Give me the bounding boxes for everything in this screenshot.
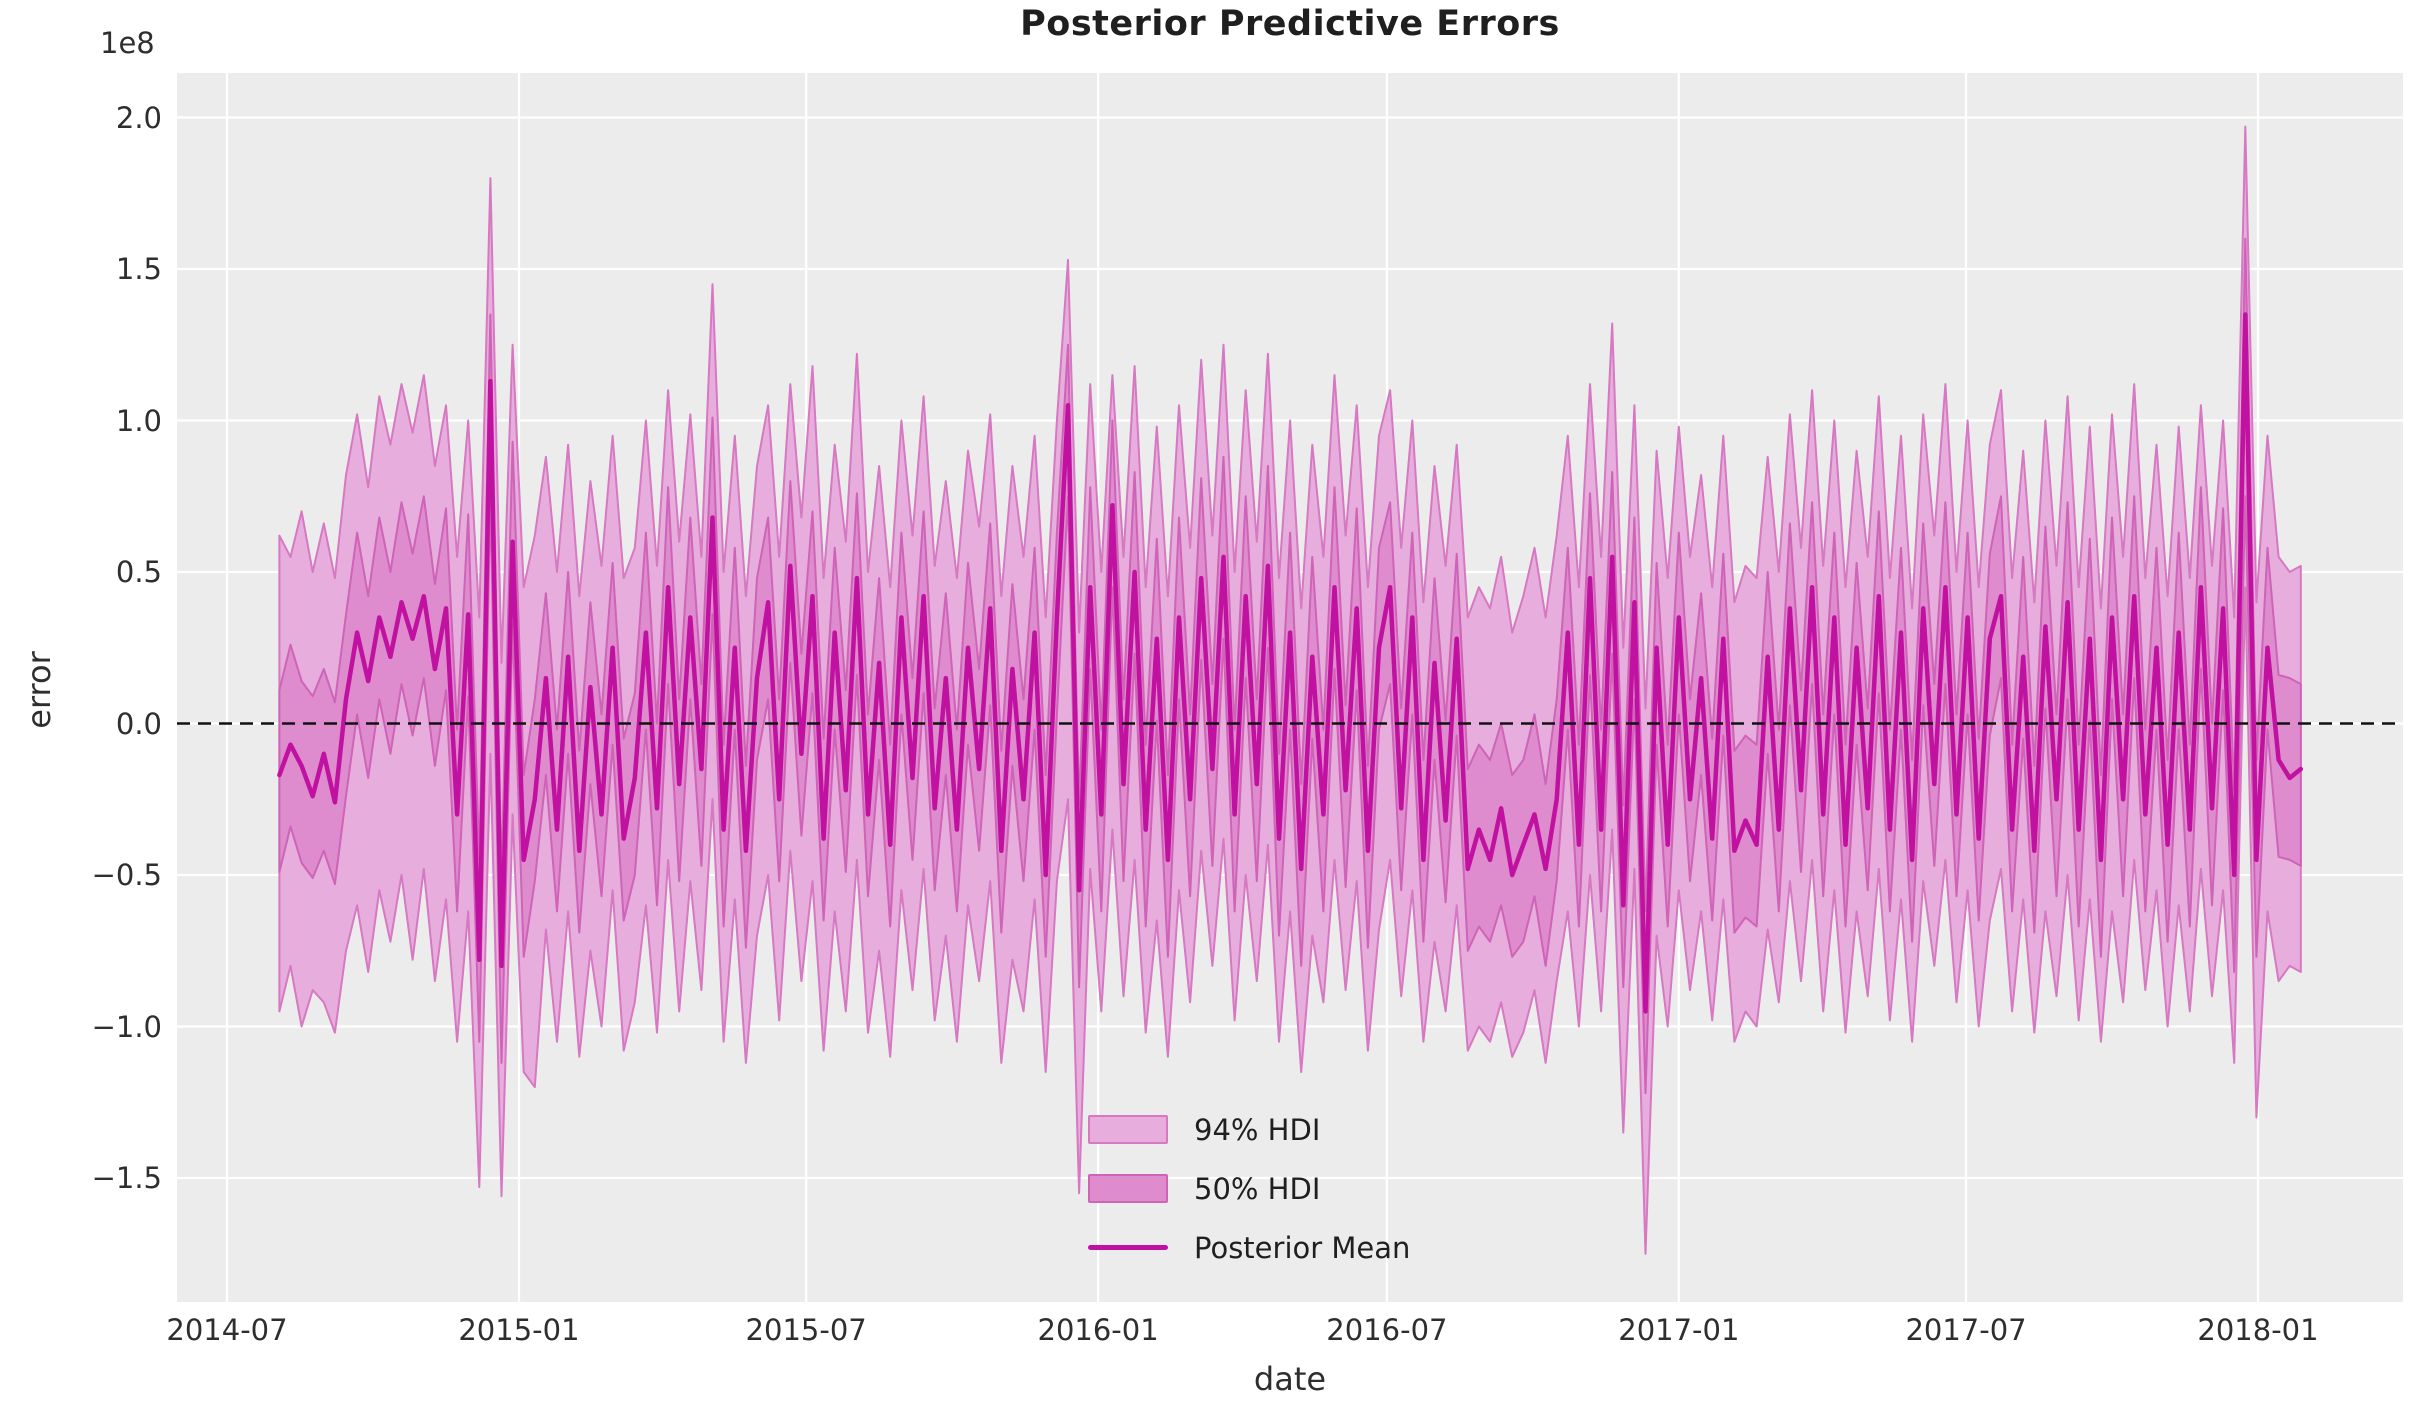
y-tick-label: −1.0	[91, 1009, 162, 1044]
x-tick-label: 2017-01	[1618, 1313, 1740, 1347]
x-tick-label: 2016-07	[1326, 1313, 1448, 1347]
legend-item-50-hdi: 50% HDI	[1088, 1159, 1410, 1218]
x-tick-label: 2015-07	[745, 1313, 867, 1347]
y-axis-offset-label: 1e8	[100, 26, 155, 60]
y-tick-label: −0.5	[91, 858, 162, 892]
legend-item-94-hdi: 94% HDI	[1088, 1100, 1410, 1159]
legend-item-posterior-mean: Posterior Mean	[1088, 1218, 1410, 1277]
legend-label-94-hdi: 94% HDI	[1194, 1112, 1321, 1147]
posterior-mean-line	[277, 312, 2304, 1014]
legend: 94% HDI 50% HDI Posterior Mean	[1088, 1100, 1410, 1277]
x-tick-label: 2018-01	[2197, 1313, 2319, 1347]
y-tick-label: 0.0	[115, 706, 162, 741]
x-tick-label: 2014-07	[166, 1313, 288, 1347]
legend-label-posterior-mean: Posterior Mean	[1194, 1230, 1411, 1265]
y-tick-label: −1.5	[91, 1161, 162, 1195]
x-axis-label: date	[1253, 1360, 1327, 1398]
x-tick-label: 2016-01	[1037, 1313, 1159, 1347]
y-tick-label: 0.5	[115, 555, 162, 589]
y-tick-label: 1.5	[115, 252, 162, 286]
y-tick-label: 1.0	[115, 403, 162, 438]
legend-label-50-hdi: 50% HDI	[1194, 1171, 1321, 1206]
94-hdi-swatch-icon	[1088, 1115, 1168, 1144]
50-hdi-swatch-icon	[1088, 1174, 1168, 1203]
y-axis-label: error	[20, 651, 58, 729]
chart-title: Posterior Predictive Errors	[1020, 4, 1560, 44]
x-tick-label: 2017-07	[1905, 1313, 2027, 1347]
x-tick-label: 2015-01	[458, 1313, 580, 1347]
y-tick-label: 2.0	[115, 100, 162, 135]
posterior-mean-line-icon	[1088, 1245, 1168, 1250]
